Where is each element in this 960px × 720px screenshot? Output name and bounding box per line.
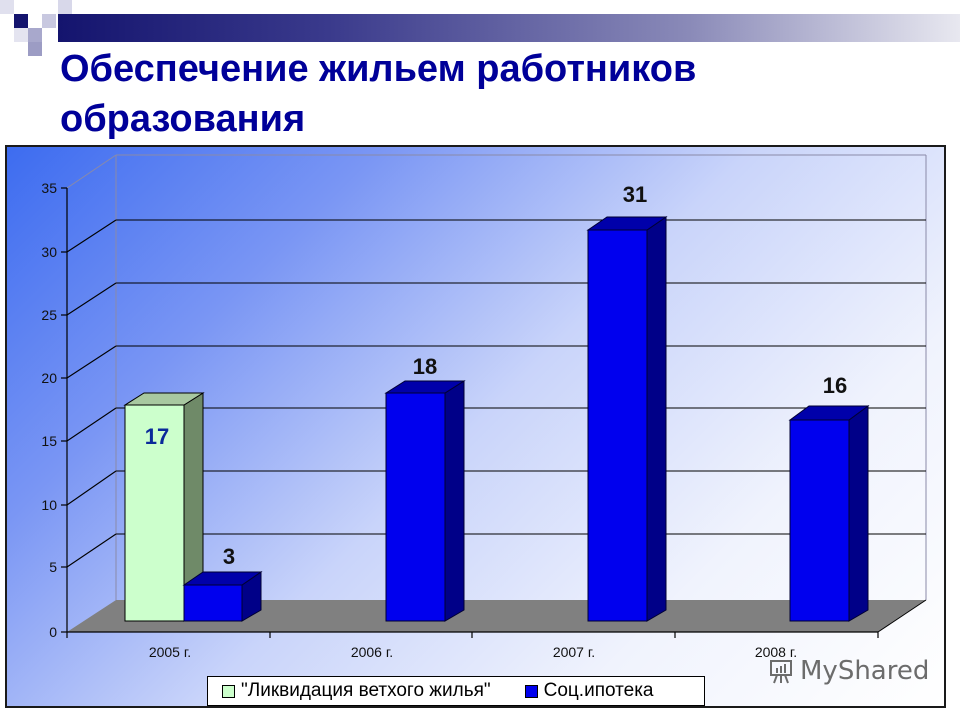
bar-liquidation-2005: [123, 392, 205, 622]
back-wall: [66, 154, 927, 600]
legend-swatch-mortgage: [524, 684, 538, 698]
y-tick-0: 0: [49, 624, 57, 640]
chart-floor: [67, 600, 926, 632]
watermark: MyShared: [768, 656, 929, 686]
bar-mortgage-2007: [586, 216, 668, 622]
y-tick-10: 10: [41, 497, 57, 513]
y-tick-labels: 0 5 10 15 20 25 30 35: [41, 180, 57, 640]
label-mortgage-2007: 31: [623, 182, 647, 207]
x-label-2008: 2008 г.: [755, 644, 797, 660]
header-bar: [58, 14, 960, 42]
legend-label-mortgage: Соц.ипотека: [543, 680, 654, 701]
legend-item-mortgage: Соц.ипотека: [524, 680, 654, 702]
x-label-2007: 2007 г.: [553, 644, 595, 660]
y-tick-25: 25: [41, 307, 57, 323]
legend-label-liquidation: "Ликвидация ветхого жилья": [241, 680, 491, 701]
watermark-text: MyShared: [800, 656, 930, 686]
data-labels: 17 3 18 31 16: [145, 182, 847, 569]
legend-swatch-liquidation: [222, 684, 235, 698]
y-tick-5: 5: [49, 559, 57, 575]
presentation-board-icon: [770, 660, 792, 684]
label-mortgage-2005: 3: [223, 544, 235, 569]
x-axis: [66, 632, 879, 638]
y-tick-35: 35: [41, 180, 57, 196]
legend-item-liquidation: "Ликвидация ветхого жилья": [222, 680, 491, 702]
x-label-2005: 2005 г.: [149, 644, 191, 660]
label-mortgage-2008: 16: [823, 373, 847, 398]
slide-title: Обеспечение жильем работников образовани…: [60, 48, 697, 140]
y-axis: [61, 187, 68, 633]
y-tick-20: 20: [41, 370, 57, 386]
x-tick-labels: 2005 г. 2006 г. 2007 г. 2008 г.: [149, 644, 797, 660]
y-tick-15: 15: [41, 433, 57, 449]
bar-mortgage-2006: [384, 380, 466, 622]
y-tick-30: 30: [41, 244, 57, 260]
chart-legend: "Ликвидация ветхого жилья" Соц.ипотека: [207, 676, 705, 706]
bar-mortgage-2005: [182, 571, 263, 622]
label-mortgage-2006: 18: [413, 354, 437, 379]
bar-mortgage-2008: [788, 405, 870, 622]
label-liquidation-2005: 17: [145, 424, 169, 449]
x-label-2006: 2006 г.: [351, 644, 393, 660]
